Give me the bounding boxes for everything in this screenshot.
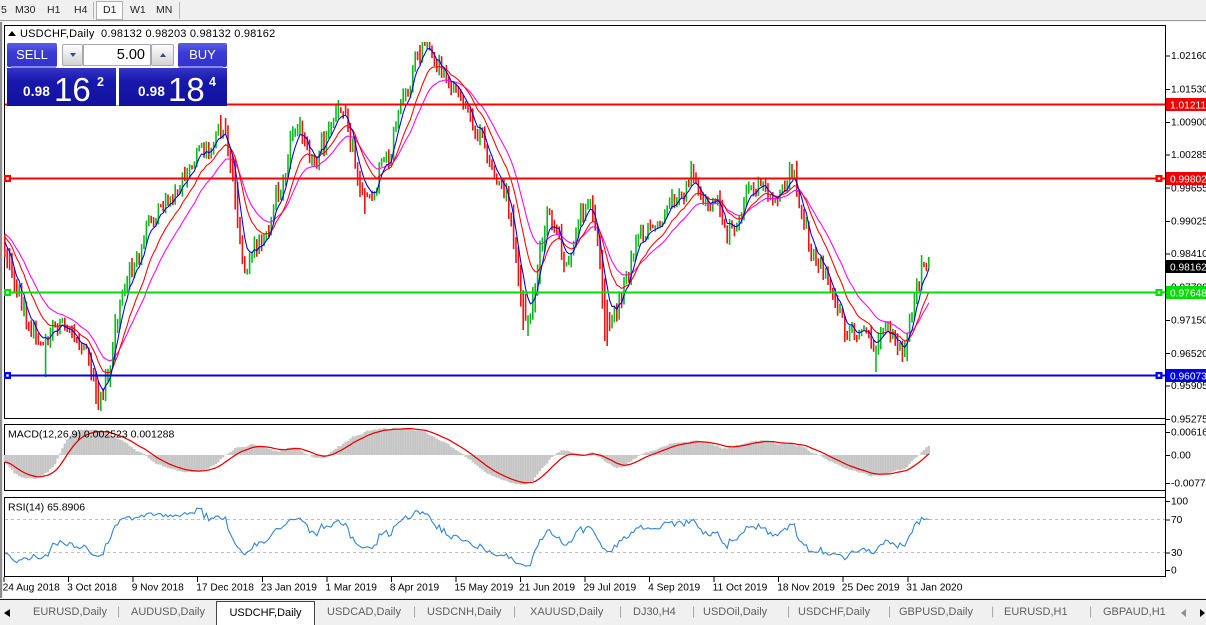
svg-text:0.99025: 0.99025 [1171,217,1206,228]
svg-text:0.95905: 0.95905 [1171,381,1206,392]
svg-text:1.02160: 1.02160 [1171,51,1206,62]
svg-text:0.98162: 0.98162 [1170,262,1206,273]
svg-text:-0.00774: -0.00774 [1171,479,1206,490]
svg-text:23 Jan 2019: 23 Jan 2019 [261,583,317,594]
svg-text:100: 100 [1171,497,1188,508]
svg-text:0.95275: 0.95275 [1171,415,1206,426]
svg-text:21 Jun 2019: 21 Jun 2019 [519,583,575,594]
svg-text:4 Sep 2019: 4 Sep 2019 [648,583,700,594]
svg-text:1.01530: 1.01530 [1171,84,1206,95]
svg-text:1 Mar 2019: 1 Mar 2019 [325,583,377,594]
svg-text:8 Apr 2019: 8 Apr 2019 [390,583,440,594]
svg-text:3 Oct 2018: 3 Oct 2018 [67,583,117,594]
svg-text:0.00: 0.00 [1171,451,1191,462]
svg-text:70: 70 [1171,515,1183,526]
svg-text:0.96073: 0.96073 [1170,371,1206,382]
svg-text:25 Dec 2019: 25 Dec 2019 [842,583,900,594]
svg-text:1.00285: 1.00285 [1171,150,1206,161]
svg-text:30: 30 [1171,548,1183,559]
svg-text:1.00900: 1.00900 [1171,118,1206,129]
svg-text:RSI(14) 65.8906: RSI(14) 65.8906 [8,502,85,514]
svg-text:29 Jul 2019: 29 Jul 2019 [584,583,637,594]
svg-text:MACD(12,26,9) 0.002523 0.00128: MACD(12,26,9) 0.002523 0.001288 [8,429,175,441]
svg-text:0.006166: 0.006166 [1171,428,1206,439]
svg-text:0.97648: 0.97648 [1170,288,1206,299]
svg-text:24 Aug 2018: 24 Aug 2018 [3,583,61,594]
svg-text:0.98410: 0.98410 [1171,249,1206,260]
svg-text:0.99802: 0.99802 [1170,174,1206,185]
svg-text:18 Nov 2019: 18 Nov 2019 [777,583,835,594]
svg-text:1.01211: 1.01211 [1170,100,1206,111]
svg-text:0.96520: 0.96520 [1171,349,1206,360]
svg-text:0.97150: 0.97150 [1171,316,1206,327]
svg-text:11 Oct 2019: 11 Oct 2019 [713,583,768,594]
svg-text:0.99655: 0.99655 [1171,183,1206,194]
svg-text:31 Jan 2020: 31 Jan 2020 [906,583,962,594]
svg-text:15 May 2019: 15 May 2019 [454,583,513,594]
svg-text:17 Dec 2018: 17 Dec 2018 [196,583,254,594]
svg-text:9 Nov 2018: 9 Nov 2018 [132,583,184,594]
svg-text:0: 0 [1171,566,1177,577]
